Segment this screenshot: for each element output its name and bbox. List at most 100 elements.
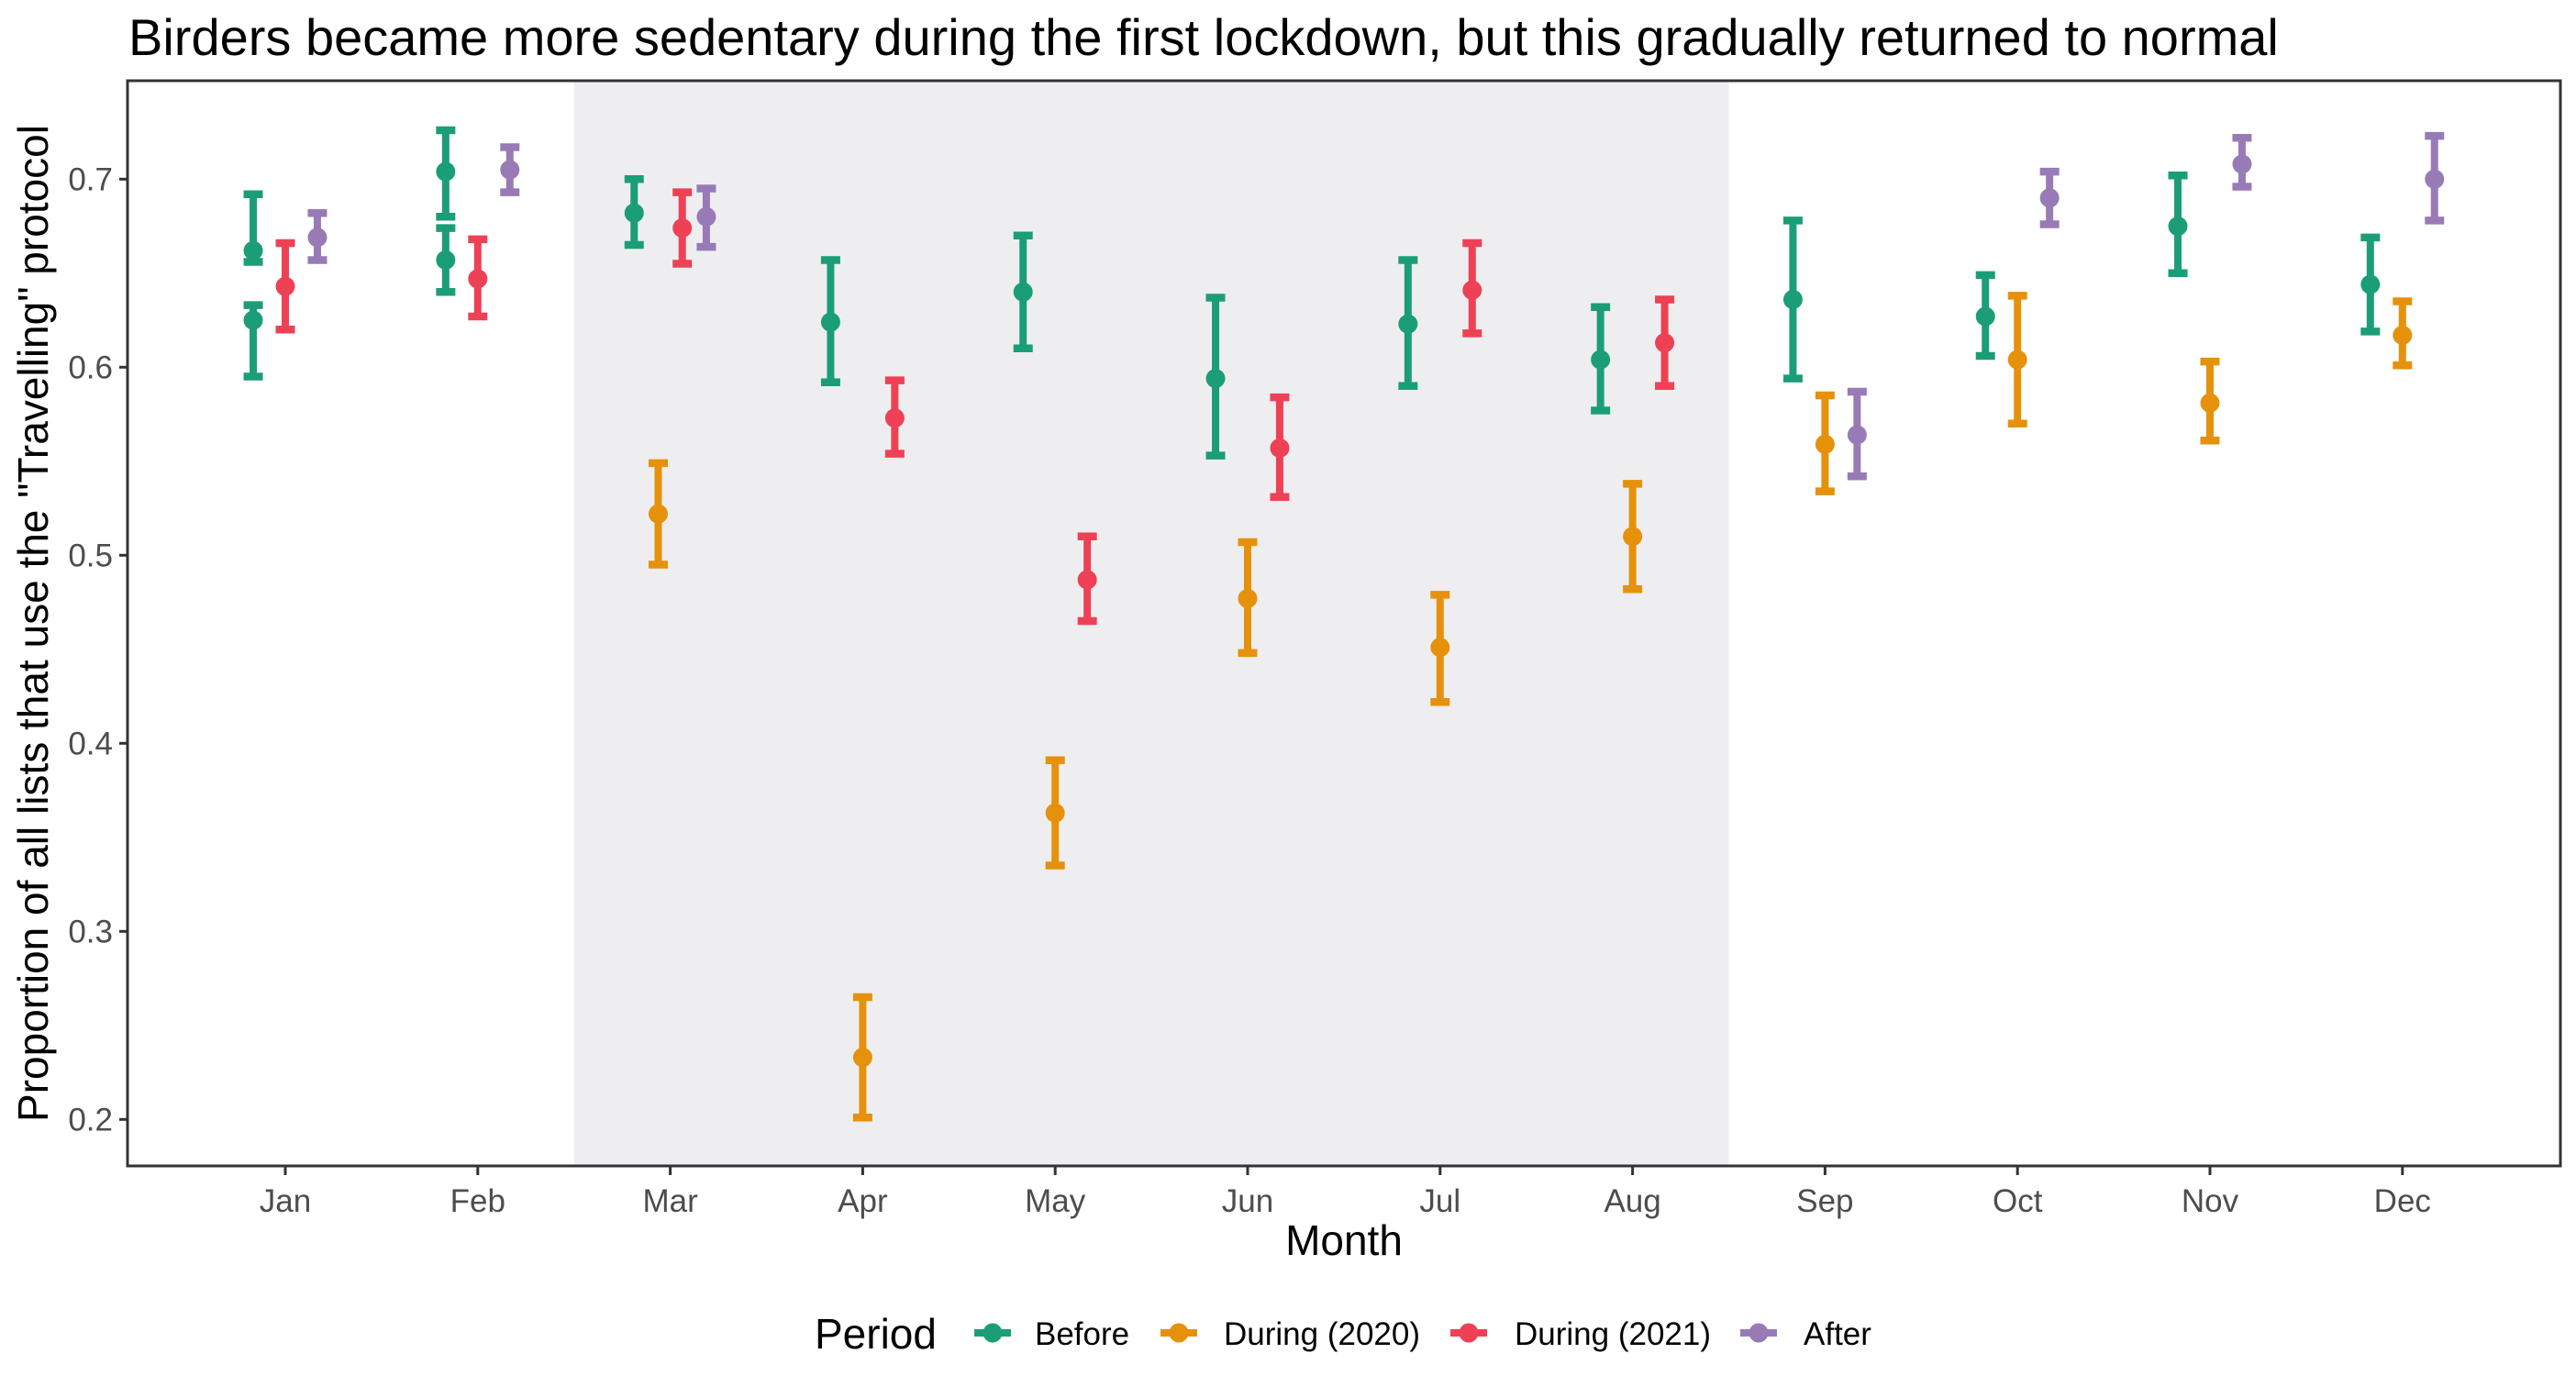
data-point <box>696 206 716 227</box>
error-bar-point <box>1847 387 1867 481</box>
legend-key-point <box>1459 1323 1479 1343</box>
y-axis-title: Proportion of all lists that use the "Tr… <box>9 125 57 1122</box>
legend: Period Before During (2020) During (2021) A… <box>815 1310 1871 1358</box>
x-tick-label: Dec <box>2374 1183 2431 1219</box>
y-tick-label: 0.7 <box>68 161 113 197</box>
y-tick-label: 0.6 <box>68 350 113 385</box>
error-bar-point <box>275 239 295 334</box>
data-point <box>243 240 263 261</box>
series-before <box>243 126 2381 460</box>
data-point <box>1238 588 1258 608</box>
legend-key-point <box>983 1323 1003 1343</box>
x-tick-label: Nov <box>2182 1183 2239 1219</box>
error-bar-point <box>2393 297 2413 370</box>
x-tick-label: Jul <box>1419 1183 1460 1219</box>
series-during-2020 <box>648 292 2413 1122</box>
error-bar-point <box>1462 239 1482 338</box>
y-tick-label: 0.4 <box>68 726 113 761</box>
y-axis: 0.2 0.3 0.4 0.5 0.6 0.7 <box>68 161 128 1137</box>
error-bar-point <box>2168 171 2188 278</box>
data-point <box>1782 290 1803 309</box>
data-point <box>1462 280 1482 300</box>
legend-label: Before <box>1035 1316 1129 1352</box>
panel-border <box>126 79 2562 1168</box>
y-tick-label: 0.3 <box>68 914 113 949</box>
data-point <box>1623 527 1643 547</box>
error-bar-point <box>852 993 872 1122</box>
error-bar-point <box>1815 391 1835 495</box>
y-tick-label: 0.5 <box>68 538 113 573</box>
error-bar-point <box>1623 480 1643 594</box>
x-tick-label: Oct <box>1993 1183 2043 1219</box>
legend-label: During (2020) <box>1224 1316 1420 1352</box>
data-point <box>1847 425 1867 445</box>
data-point <box>436 250 456 270</box>
error-bar-point <box>243 301 263 381</box>
data-point <box>2007 350 2027 370</box>
legend-item: After <box>1740 1316 1871 1352</box>
data-point <box>1045 803 1065 823</box>
data-point <box>500 160 520 180</box>
x-tick-label: Feb <box>450 1183 505 1219</box>
error-bar-point <box>1013 231 1033 353</box>
data-point <box>820 312 840 332</box>
legend-title: Period <box>815 1310 937 1358</box>
error-bar-point <box>243 190 263 266</box>
error-bar-point <box>2360 233 2381 336</box>
data-point <box>275 276 295 296</box>
data-point <box>884 408 905 428</box>
data-point <box>1205 369 1226 389</box>
error-bar-point <box>672 188 693 268</box>
error-bar-point <box>1655 295 1675 391</box>
legend-label: During (2021) <box>1515 1316 1711 1352</box>
legend-item: Before <box>974 1316 1129 1352</box>
error-bar-point <box>884 376 905 458</box>
data-point <box>2168 216 2188 237</box>
error-bar-point <box>1430 591 1450 706</box>
data-point <box>1077 570 1097 590</box>
data-point <box>1655 333 1675 353</box>
error-bar-point <box>1398 256 1418 391</box>
x-axis: Jan Feb Mar Apr May Jun Jul Aug Sep Oct Nov Dec <box>260 1166 2431 1219</box>
error-bar-point <box>2200 357 2220 445</box>
data-point <box>2200 393 2220 413</box>
data-point <box>672 218 693 239</box>
data-point <box>2425 169 2445 189</box>
error-bar-point <box>307 208 328 264</box>
error-bar-point <box>2039 167 2060 228</box>
x-tick-label: Apr <box>838 1183 888 1219</box>
data-point <box>852 1048 872 1068</box>
data-point <box>307 227 328 248</box>
legend-key-point <box>1749 1323 1769 1343</box>
legend-item: During (2021) <box>1450 1316 1711 1352</box>
error-bar-point <box>1205 294 1226 460</box>
error-bar-point <box>648 459 668 569</box>
chart-title: Birders became more sedentary during the… <box>128 8 2279 66</box>
data-point <box>243 310 263 330</box>
error-bar-point <box>1077 532 1097 626</box>
data-point <box>2039 188 2060 208</box>
error-bar-point <box>2425 131 2445 225</box>
data-point <box>2232 154 2252 174</box>
error-bar-point <box>436 126 456 221</box>
error-bar-point <box>2232 133 2252 191</box>
error-bar-point <box>1270 393 1290 501</box>
legend-item: During (2020) <box>1160 1316 1420 1352</box>
x-tick-label: Aug <box>1604 1183 1660 1219</box>
legend-label: After <box>1804 1316 1871 1352</box>
data-point <box>1591 350 1611 370</box>
error-bar-point <box>624 175 644 250</box>
error-bar-point <box>1975 271 1995 361</box>
data-point <box>1430 638 1450 658</box>
x-tick-label: Sep <box>1796 1183 1853 1219</box>
x-tick-label: Jan <box>260 1183 311 1219</box>
data-point <box>2393 325 2413 345</box>
data-point <box>624 203 644 223</box>
x-tick-label: Jun <box>1222 1183 1273 1219</box>
plot-panel <box>126 79 2562 1168</box>
error-bar-point <box>500 143 520 196</box>
data-point <box>1815 434 1835 454</box>
data-point <box>436 161 456 182</box>
lockdown-shaded-region <box>573 82 1729 1165</box>
data-marks <box>243 126 2445 1122</box>
